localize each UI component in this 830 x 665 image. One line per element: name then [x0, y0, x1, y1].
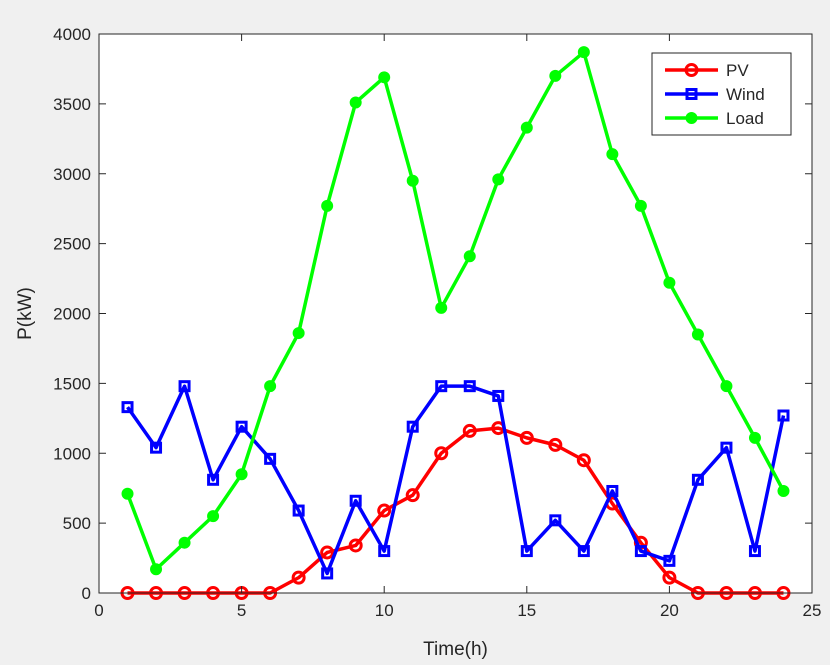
axes-layer: 0 5 10 15 20 25 0 500 1000 1500 2000 2500 3000 3500 40…: [53, 25, 821, 620]
data-point-wind: [292, 504, 305, 517]
data-point-load: [321, 199, 334, 212]
y-tick-label: 1000: [53, 444, 91, 463]
series-wind: [121, 380, 790, 580]
data-point-wind: [720, 441, 733, 454]
data-point-pv: [291, 570, 306, 585]
data-point-wind: [634, 545, 647, 558]
data-point-load: [463, 250, 476, 263]
data-point-pv: [662, 570, 677, 585]
data-point-wind: [520, 545, 533, 558]
data-point-wind: [435, 380, 448, 393]
data-point-load: [606, 148, 619, 161]
legend-label-load: Load: [726, 109, 764, 128]
x-tick-label: 5: [237, 601, 246, 620]
data-point-pv: [348, 538, 363, 553]
x-axis-label: Time(h): [423, 639, 488, 660]
data-point-wind: [121, 401, 134, 414]
data-point-load: [235, 468, 248, 481]
data-point-load: [634, 199, 647, 212]
data-point-wind: [691, 473, 704, 486]
data-point-wind: [150, 441, 163, 454]
data-point-wind: [492, 389, 505, 402]
data-point-load: [178, 536, 191, 549]
data-point-wind: [321, 567, 334, 580]
data-point-wind: [777, 409, 790, 422]
legend-marker-load: [685, 112, 698, 124]
y-axis-label: P(kW): [15, 287, 36, 340]
data-point-load: [577, 46, 590, 59]
data-point-load: [748, 431, 761, 444]
data-point-load: [378, 71, 391, 84]
data-point-wind: [606, 484, 619, 497]
data-point-load: [349, 96, 362, 109]
data-point-load: [121, 487, 134, 500]
data-point-load: [292, 327, 305, 340]
data-point-wind: [549, 514, 562, 527]
data-point-load: [264, 380, 277, 393]
y-tick-label: 1500: [53, 374, 91, 393]
legend: PV Wind Load: [651, 52, 792, 136]
series-line-load: [125, 50, 786, 571]
x-tick-label: 20: [660, 601, 679, 620]
y-tick-label: 2500: [53, 235, 91, 254]
legend-entry-pv: PV: [665, 61, 749, 80]
legend-label-wind: Wind: [726, 85, 765, 104]
data-point-load: [207, 510, 220, 523]
data-point-pv: [519, 430, 534, 445]
data-point-wind: [748, 545, 761, 558]
y-tick-label: 0: [82, 584, 91, 603]
data-point-wind: [663, 554, 676, 567]
x-tick-label: 15: [517, 601, 536, 620]
x-tick-label: 10: [375, 601, 394, 620]
data-point-pv: [434, 446, 449, 461]
data-point-load: [435, 301, 448, 314]
data-point-wind: [406, 420, 419, 433]
data-point-pv: [377, 503, 392, 518]
data-point-load: [720, 380, 733, 393]
data-point-pv: [462, 423, 477, 438]
y-tick-label: 4000: [53, 25, 91, 44]
data-point-load: [406, 174, 419, 187]
data-point-wind: [463, 380, 476, 393]
data-point-load: [150, 563, 163, 576]
series-load: [121, 46, 790, 576]
data-point-load: [663, 276, 676, 289]
data-point-wind: [349, 494, 362, 507]
legend-entry-wind: Wind: [665, 85, 765, 104]
data-point-wind: [207, 473, 220, 486]
series-line-wind: [126, 384, 786, 576]
y-tick-label: 3500: [53, 95, 91, 114]
legend-entry-load: Load: [665, 109, 764, 128]
data-point-load: [492, 173, 505, 186]
data-point-load: [691, 328, 704, 341]
data-point-pv: [320, 545, 335, 560]
data-point-load: [777, 484, 790, 497]
legend-marker-wind: [685, 88, 698, 100]
y-tick-label: 2000: [53, 305, 91, 324]
legend-label-pv: PV: [726, 61, 749, 80]
y-tick-label: 500: [63, 514, 91, 533]
data-point-pv: [576, 453, 591, 468]
y-tick-label: 3000: [53, 165, 91, 184]
x-tick-label: 0: [94, 601, 103, 620]
data-point-wind: [264, 452, 277, 465]
data-point-wind: [178, 380, 191, 393]
data-point-pv: [548, 437, 563, 452]
data-point-pv: [405, 488, 420, 503]
data-point-wind: [577, 545, 590, 558]
data-point-load: [520, 121, 533, 134]
data-point-wind: [378, 545, 391, 558]
legend-marker-pv: [684, 63, 699, 77]
x-tick-label: 25: [803, 601, 822, 620]
data-point-load: [549, 69, 562, 82]
data-point-wind: [235, 420, 248, 433]
